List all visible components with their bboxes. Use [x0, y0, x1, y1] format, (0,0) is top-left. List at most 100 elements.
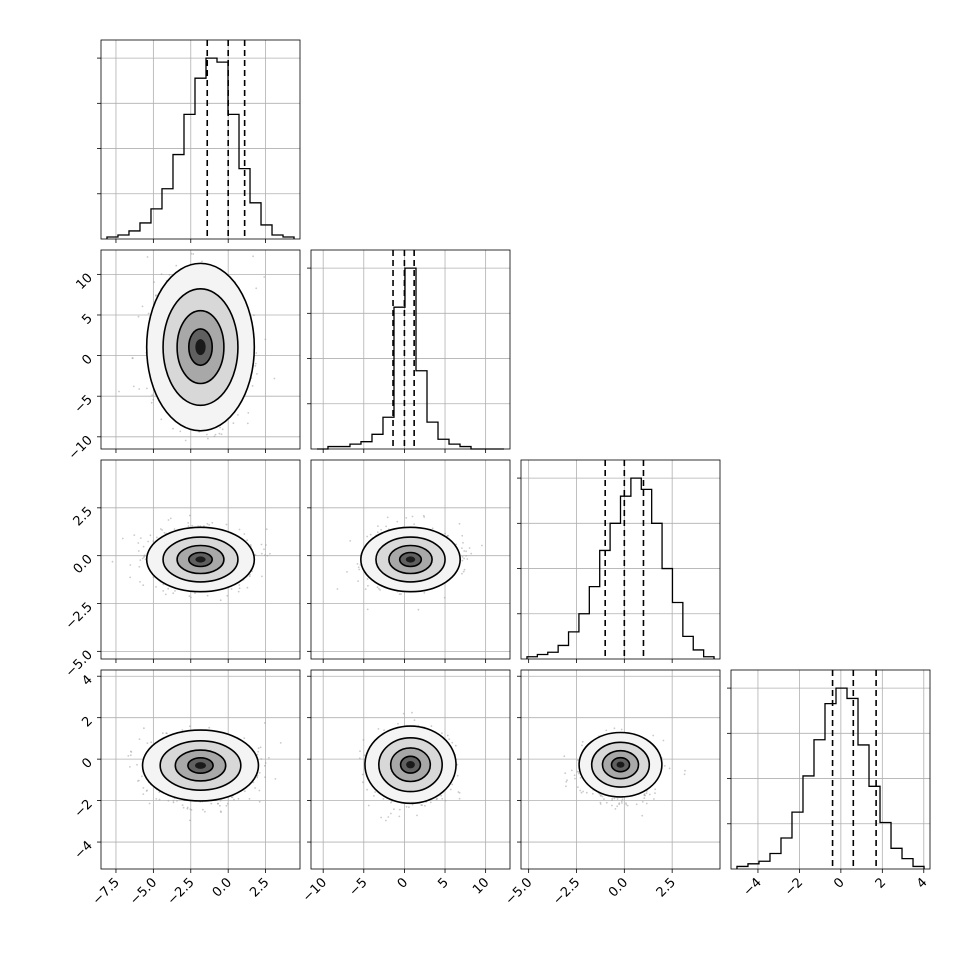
- x-tick-label: 5: [435, 875, 451, 891]
- scatter-point: [461, 534, 464, 537]
- scatter-point: [189, 808, 192, 811]
- scatter-point: [463, 550, 466, 552]
- scatter-point: [172, 427, 174, 430]
- scatter-point: [260, 552, 263, 555]
- scatter-point: [255, 287, 258, 290]
- scatter-point: [167, 519, 170, 521]
- scatter-point: [413, 523, 415, 525]
- scatter-point: [570, 769, 573, 772]
- scatter-point: [121, 537, 124, 540]
- scatter-point: [431, 527, 434, 530]
- scatter-point: [268, 757, 270, 759]
- scatter-point: [405, 517, 408, 519]
- x-tick-label: 2.5: [247, 875, 272, 900]
- scatter-point: [260, 758, 263, 760]
- scatter-point: [263, 722, 266, 724]
- scatter-point: [369, 533, 372, 536]
- scatter-point: [465, 555, 468, 557]
- pair-panel-3-2: −5.0 −2.5 0.0 2.5: [503, 669, 721, 908]
- scatter-point: [118, 390, 120, 393]
- scatter-point: [362, 781, 364, 784]
- scatter-point: [279, 742, 282, 744]
- scatter-point: [265, 528, 268, 531]
- scatter-point: [246, 586, 249, 589]
- scatter-point: [237, 590, 240, 593]
- panel-frame: [100, 459, 301, 660]
- scatter-point: [257, 747, 260, 750]
- scatter-point: [449, 788, 452, 791]
- hist-panel-1: [307, 249, 511, 453]
- scatter-point: [387, 816, 390, 818]
- pair-panel-3-1: −10 −5 0 5 10: [300, 669, 511, 905]
- scatter-point: [446, 734, 449, 737]
- scatter-point: [441, 797, 444, 800]
- scatter-point: [159, 528, 162, 530]
- scatter-point: [400, 593, 402, 595]
- scatter-point: [246, 422, 249, 425]
- scatter-point: [142, 787, 145, 789]
- scatter-point: [273, 377, 276, 380]
- scatter-point: [175, 264, 178, 267]
- y-tick-label: −4: [72, 838, 96, 862]
- scatter-point: [138, 388, 141, 390]
- scatter-point: [133, 534, 136, 536]
- scatter-point: [264, 762, 267, 764]
- scatter-point: [142, 793, 145, 795]
- scatter-point: [146, 387, 148, 390]
- y-tick-label: 0: [79, 352, 95, 368]
- hist-panel-3: −4 −2 0 2 4: [727, 669, 931, 899]
- density-level: [194, 762, 207, 769]
- scatter-point: [233, 798, 235, 801]
- scatter-point: [138, 738, 141, 740]
- scatter-point: [168, 273, 171, 276]
- scatter-point: [462, 570, 465, 573]
- scatter-point: [463, 568, 466, 571]
- scatter-point: [443, 596, 446, 599]
- scatter-point: [441, 732, 443, 735]
- scatter-point: [254, 553, 257, 556]
- scatter-point: [252, 255, 255, 258]
- scatter-point: [251, 385, 254, 387]
- scatter-point: [254, 365, 257, 367]
- scatter-point: [652, 734, 655, 737]
- scatter-point: [238, 528, 241, 531]
- scatter-point: [454, 744, 457, 747]
- scatter-point: [424, 804, 426, 807]
- scatter-point: [131, 357, 134, 359]
- scatter-point: [405, 805, 408, 808]
- scatter-point: [451, 783, 454, 786]
- scatter-point: [582, 790, 584, 793]
- density-level: [195, 556, 206, 563]
- scatter-point: [151, 394, 154, 396]
- scatter-point: [253, 314, 255, 317]
- scatter-point: [565, 780, 568, 783]
- scatter-point: [436, 797, 438, 800]
- x-tick-label: −4: [741, 875, 765, 899]
- scatter-point: [257, 750, 260, 753]
- scatter-point: [139, 537, 142, 539]
- scatter-point: [207, 437, 209, 440]
- scatter-point: [164, 593, 167, 596]
- scatter-point: [156, 536, 158, 539]
- scatter-point: [259, 746, 262, 749]
- scatter-point: [346, 571, 348, 573]
- scatter-point: [390, 801, 392, 804]
- scatter-point: [147, 312, 150, 315]
- scatter-point: [380, 528, 382, 531]
- histogram-step: [526, 477, 715, 659]
- scatter-point: [396, 520, 399, 523]
- scatter-point: [161, 529, 164, 531]
- scatter-point: [357, 566, 360, 569]
- scatter-point: [358, 568, 361, 571]
- scatter-point: [206, 594, 209, 597]
- scatter-point: [243, 737, 246, 740]
- scatter-point: [204, 810, 206, 813]
- scatter-point: [219, 426, 222, 429]
- scatter-point: [470, 552, 473, 555]
- scatter-point: [463, 557, 465, 560]
- scatter-point: [579, 777, 582, 779]
- scatter-point: [376, 586, 379, 589]
- scatter-point: [362, 739, 365, 741]
- scatter-point: [413, 719, 416, 721]
- scatter-point: [221, 428, 224, 431]
